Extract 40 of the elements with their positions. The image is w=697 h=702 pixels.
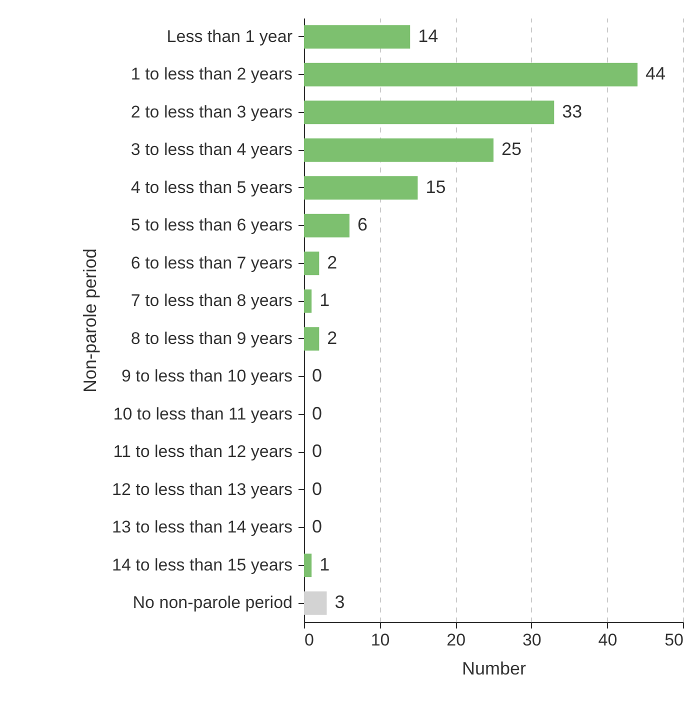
x-tick-label: 10: [370, 630, 390, 650]
y-tick-label: 7 to less than 8 years: [130, 291, 292, 310]
x-tick-label: 40: [598, 630, 618, 650]
y-tick-label: 11 to less than 12 years: [113, 442, 292, 462]
y-tick-label: 10 to less than 11 years: [113, 404, 292, 424]
y-tick-label: Less than 1 year: [166, 26, 293, 46]
data-label: 14: [418, 26, 438, 46]
data-label: 0: [312, 366, 322, 386]
y-tick-label: 12 to less than 13 years: [112, 480, 292, 499]
y-tick-label: 5 to less than 6 years: [130, 216, 292, 235]
y-tick-label: 4 to less than 5 years: [130, 178, 292, 197]
y-tick-label: No non-parole period: [132, 593, 292, 612]
data-label: 3: [334, 592, 345, 612]
x-tick-label: 30: [522, 630, 542, 650]
data-label: 0: [312, 403, 322, 424]
y-tick-label: 13 to less than 14 years: [112, 518, 292, 537]
data-label: 15: [426, 176, 446, 197]
data-label: 0: [312, 516, 322, 537]
y-tick-label: 14 to less than 15 years: [112, 555, 292, 574]
y-tick-label: 3 to less than 4 years: [130, 140, 292, 160]
x-tick-label: 20: [446, 630, 466, 650]
y-tick-label: 9 to less than 10 years: [121, 366, 292, 386]
x-tick-label: 0: [304, 630, 314, 650]
data-label: 25: [502, 139, 522, 160]
data-label: 6: [357, 214, 368, 235]
data-label: 1: [320, 290, 330, 310]
y-tick-label: 1 to less than 2 years: [130, 64, 292, 84]
y-tick-label: 8 to less than 9 years: [130, 328, 292, 348]
x-tick-label: 50: [664, 630, 684, 650]
data-label: 33: [562, 101, 582, 122]
data-label: 2: [327, 252, 338, 272]
y-tick-label: 2 to less than 3 years: [130, 102, 292, 122]
data-label: 1: [320, 554, 330, 574]
data-label: 0: [312, 478, 322, 499]
y-tick-label: 6 to less than 7 years: [130, 253, 292, 272]
x-axis-title: Number: [462, 658, 526, 678]
y-axis-title: Non-parole period: [80, 248, 100, 393]
data-label: 2: [327, 328, 338, 348]
data-label: 0: [312, 441, 322, 462]
data-label: 44: [646, 64, 666, 84]
